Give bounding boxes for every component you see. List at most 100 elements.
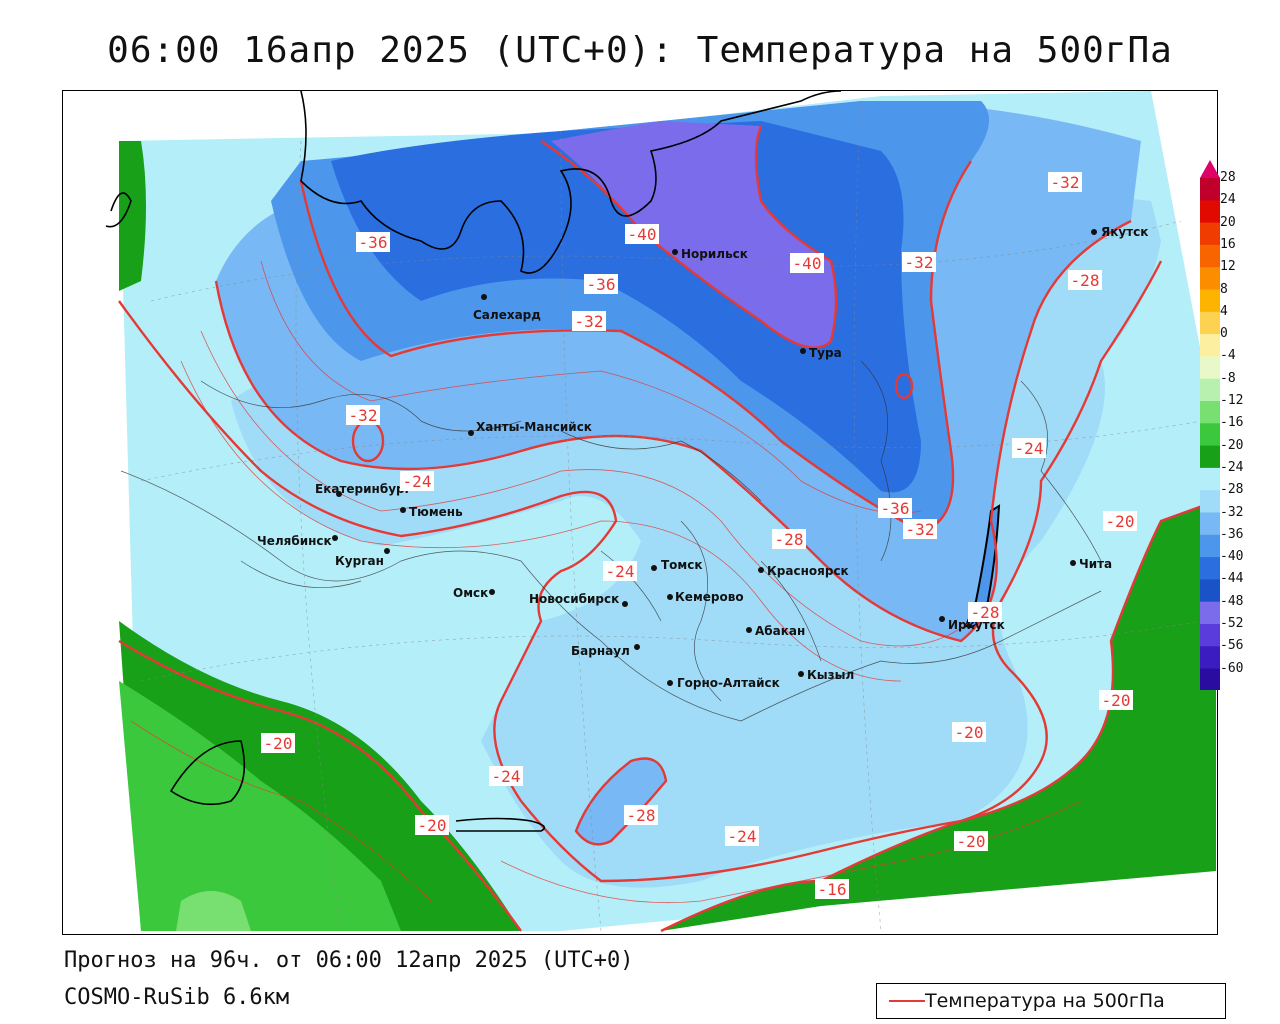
colorbar-swatch [1200, 601, 1220, 625]
isotherm-label-bg [968, 602, 1002, 622]
forecast-caption: Прогноз на 96ч. от 06:00 12апр 2025 (UTC… [64, 948, 634, 973]
city-marker [672, 249, 678, 255]
isotherm-label-bg [772, 529, 806, 549]
isotherm-label-bg [903, 519, 937, 539]
isotherm-label: -24 [606, 562, 635, 581]
isotherm-label: -24 [728, 827, 757, 846]
legend-label: Температура на 500гПа [925, 990, 1165, 1012]
isotherm-label-bg [624, 805, 658, 825]
isotherm-label: -20 [955, 723, 984, 742]
city-label: Красноярск [767, 564, 849, 578]
isotherm-label: -28 [971, 603, 1000, 622]
colorbar-swatch [1200, 378, 1220, 402]
city-label: Якутск [1101, 225, 1148, 239]
city-marker [667, 680, 673, 686]
isotherm-label-bg [1103, 511, 1137, 531]
colorbar-tick-label: 20 [1220, 214, 1236, 230]
colorbar-tick-label: -32 [1220, 504, 1244, 520]
city-marker [489, 589, 495, 595]
colorbar-tick-label: -52 [1220, 616, 1244, 631]
colorbar-swatch [1200, 646, 1220, 670]
colorbar-tick-label: -12 [1220, 393, 1244, 408]
colorbar-swatch [1200, 401, 1220, 424]
colorbar-tick-label: -48 [1220, 593, 1244, 609]
colorbar-tick-label: 24 [1220, 192, 1236, 208]
isotherm-label-bg [584, 274, 618, 294]
city-label: Норильск [681, 247, 748, 261]
model-caption: COSMO-RuSib 6.6км [64, 985, 290, 1010]
colorbar-tick-label: -44 [1220, 571, 1244, 587]
isotherm-label: -32 [906, 520, 935, 539]
colorbar-swatch [1200, 624, 1220, 647]
city-label: Новосибирск [529, 592, 619, 606]
city-marker [400, 507, 406, 513]
isotherm-label-bg [415, 815, 449, 835]
city-label: Кызыл [807, 668, 854, 682]
colorbar-swatch [1200, 512, 1220, 536]
city-label: Тура [809, 346, 842, 360]
city-marker [336, 491, 342, 497]
city-label: Салехард [473, 308, 541, 322]
isotherm-label-bg [625, 224, 659, 244]
isotherm-label: -20 [1106, 512, 1135, 531]
isotherm-label: -36 [359, 233, 388, 252]
colorbar-swatch [1200, 668, 1220, 690]
colorbar-swatch [1200, 445, 1220, 469]
colorbar-top-arrow [1200, 160, 1220, 178]
isotherm-label-bg [902, 252, 936, 272]
isotherm-label-bg [1099, 690, 1133, 710]
isotherm-label: -20 [418, 816, 447, 835]
isotherm-label: -32 [575, 312, 604, 331]
city-marker [384, 548, 390, 554]
city-label: Омск [453, 586, 488, 600]
colorbar-tick-label: -60 [1220, 660, 1244, 676]
city-marker [622, 601, 628, 607]
isotherm-labels-layer: -40 -40 -36 -36 -36 -32 -32 -32 -32 -32 -28 -28 -28 -… [261, 172, 1137, 899]
city-label: Томск [661, 558, 703, 572]
colorbar-tick-label: 8 [1220, 281, 1228, 297]
colorbar-tick-label: 28 [1220, 170, 1236, 185]
isotherm-label: -20 [1102, 691, 1131, 710]
colorbar-tick-label: -56 [1220, 638, 1244, 654]
isotherm-label-bg [489, 766, 523, 786]
colorbar-tick-label: -4 [1220, 348, 1236, 364]
city-marker [758, 567, 764, 573]
legend-line-swatch [889, 1000, 925, 1002]
map-title: 06:00 16апр 2025 (UTC+0): Температура на… [107, 30, 1173, 71]
isotherm-label-bg [725, 826, 759, 846]
city-marker [800, 348, 806, 354]
isotherm-label: -40 [628, 225, 657, 244]
colorbar-tick-label: -28 [1220, 482, 1244, 498]
isotherm-label: -36 [587, 275, 616, 294]
isotherm-label-bg [954, 831, 988, 851]
isotherm-label: -32 [1051, 173, 1080, 192]
isotherm-label-bg [1048, 172, 1082, 192]
city-marker [746, 627, 752, 633]
colorbar-swatch [1200, 534, 1220, 558]
colorbar-swatch [1200, 267, 1220, 290]
isotherm-label-bg [790, 253, 824, 273]
colorbar-swatch [1200, 200, 1220, 224]
colorbar-swatch [1200, 557, 1220, 580]
city-label: Абакан [755, 624, 805, 638]
city-label: Барнаул [571, 644, 630, 658]
isotherm-label-bg [346, 405, 380, 425]
isotherm-label: -36 [881, 499, 910, 518]
colorbar-tick-label: 0 [1220, 326, 1228, 342]
city-label: Екатеринбург [315, 482, 411, 496]
isotherm-label: -28 [1071, 271, 1100, 290]
colorbar-swatch [1200, 244, 1220, 268]
city-marker [468, 430, 474, 436]
city-label: Горно-Алтайск [677, 676, 780, 690]
isotherm-label-bg [878, 498, 912, 518]
isotherm-label: -24 [403, 472, 432, 491]
colorbar-tick-label: -8 [1220, 370, 1236, 386]
city-label: Кемерово [675, 590, 744, 604]
isotherm-label: -16 [818, 880, 847, 899]
city-marker [798, 671, 804, 677]
isotherm-label-bg [261, 733, 295, 753]
city-label: Тюмень [409, 505, 463, 519]
isotherm-label: -20 [264, 734, 293, 753]
colorbar-swatch [1200, 356, 1220, 380]
isotherm-label: -40 [793, 254, 822, 273]
